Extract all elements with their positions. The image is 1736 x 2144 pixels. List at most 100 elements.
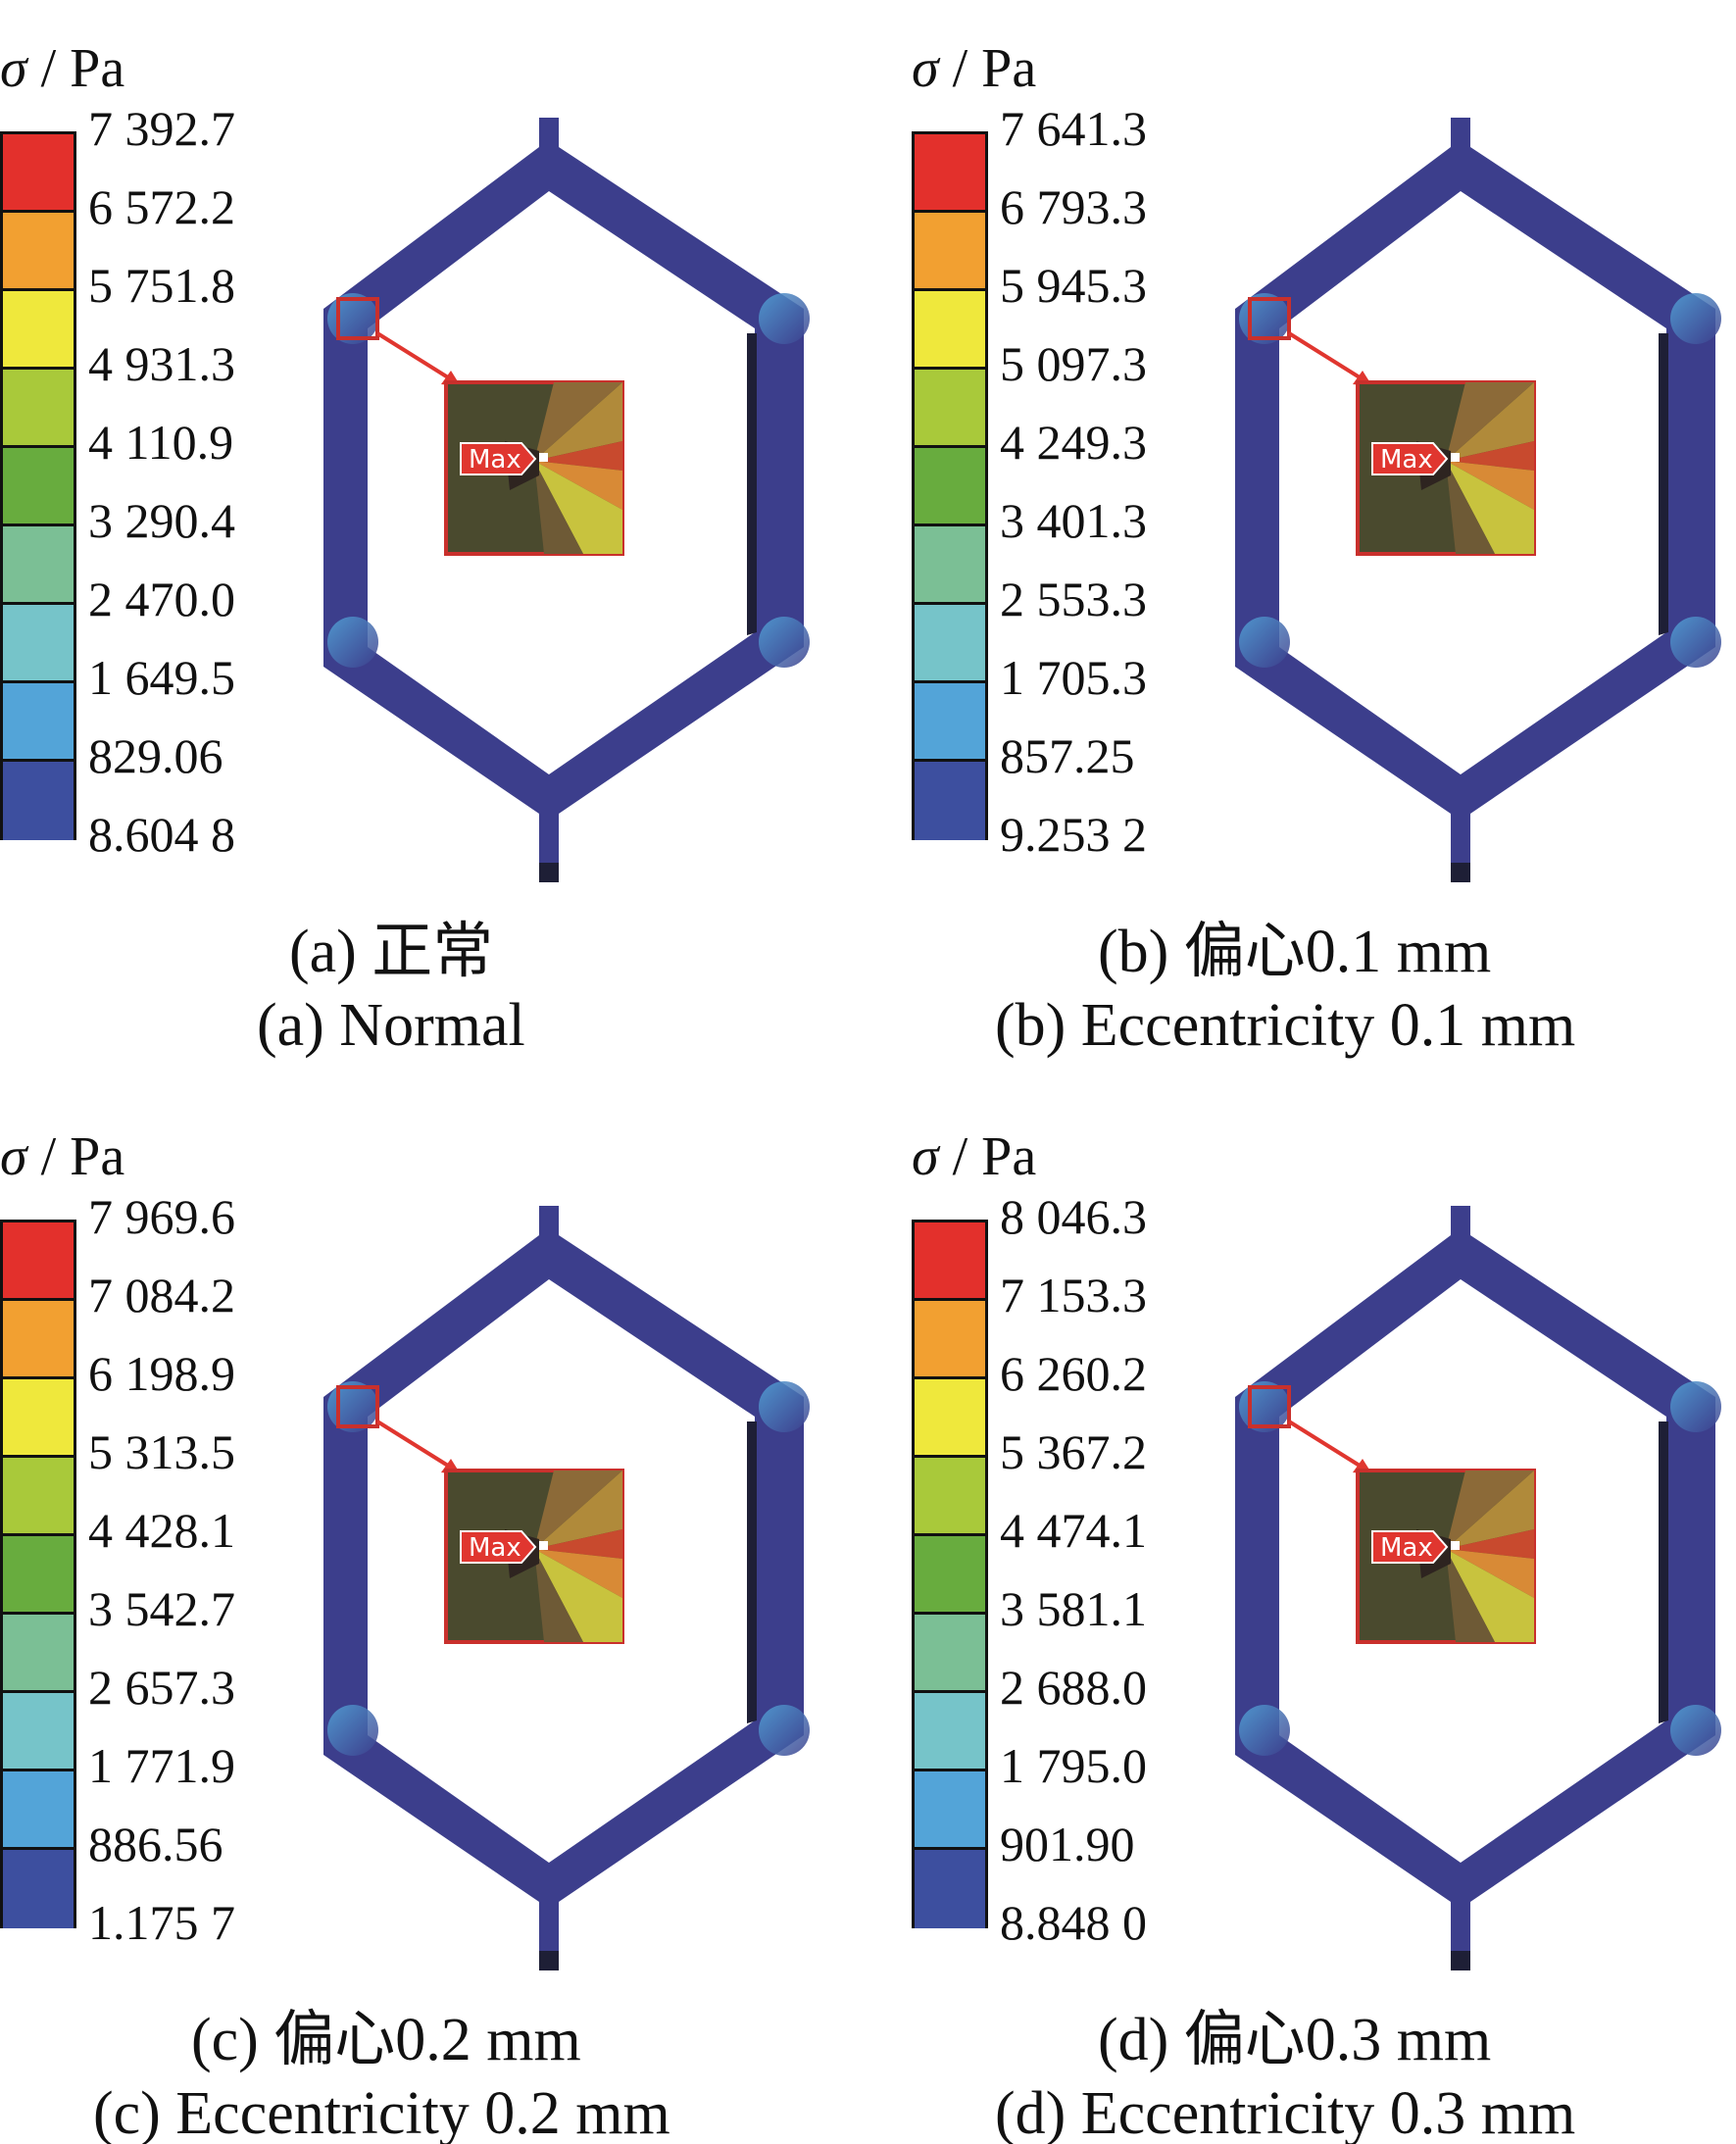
legend-value: 3 290.4 (88, 493, 235, 548)
max-badge (460, 442, 537, 475)
panel-b: σ / Pa 7 641.3 6 793.3 5 945.3 5 097.3 4 249… (912, 20, 1736, 1088)
legend-value: 5 313.5 (88, 1424, 235, 1479)
legend-value: 7 969.6 (88, 1189, 235, 1244)
legend-band (915, 448, 985, 526)
callout-arrow (375, 1420, 458, 1472)
legend-band (3, 1458, 74, 1536)
max-badge (460, 1530, 537, 1564)
legend-band (915, 605, 985, 683)
highlight-box (336, 1385, 379, 1428)
legend-value: 1 771.9 (88, 1738, 235, 1793)
legend-value: 2 553.3 (1000, 572, 1147, 626)
legend-value: 9.253 2 (1000, 807, 1147, 862)
unit-text: / Pa (26, 1126, 125, 1187)
legend-value: 2 470.0 (88, 572, 235, 626)
panel-d: σ / Pa 8 046.3 7 153.3 6 260.2 5 367.2 4 474… (912, 1108, 1736, 2144)
legend-band (915, 762, 985, 840)
legend-value: 4 110.9 (88, 415, 234, 470)
legend-value: 4 931.3 (88, 336, 235, 391)
panel-a: σ / Pa 7 392.7 6 572.2 5 751.8 4 931.3 4 110… (0, 20, 863, 1088)
legend-value: 6 572.2 (88, 179, 235, 234)
caption-cn: (a) 正常 (289, 919, 494, 985)
legend-band (3, 1536, 74, 1615)
frame-shadow (747, 333, 757, 635)
legend-value: 7 392.7 (88, 101, 235, 156)
callout-arrow (375, 331, 458, 384)
stress-hotspot (759, 1381, 810, 1432)
max-label: Max (1380, 445, 1433, 474)
legend-value: 6 260.2 (1000, 1346, 1147, 1401)
color-legend (912, 131, 988, 840)
caption-cn: (b) 偏心0.1 mm (1098, 919, 1492, 985)
stress-hotspot (1239, 617, 1290, 668)
frame-foot (1451, 1951, 1470, 1970)
color-legend (0, 131, 76, 840)
max-node-marker (1451, 453, 1460, 462)
unit-label: σ / Pa (912, 41, 1036, 96)
legend-value: 8.604 8 (88, 807, 235, 862)
legend-value: 5 367.2 (1000, 1424, 1147, 1479)
legend-band (3, 683, 74, 762)
legend-value: 1 795.0 (1000, 1738, 1147, 1793)
legend-value: 886.56 (88, 1817, 223, 1871)
legend-band (915, 291, 985, 370)
legend-band (915, 683, 985, 762)
legend-value: 1 649.5 (88, 650, 235, 705)
sigma-symbol: σ (0, 1126, 27, 1187)
zoom-region (1446, 1549, 1495, 1642)
stress-hotspot (1670, 617, 1721, 668)
legend-band (3, 1301, 74, 1379)
legend-band (3, 1379, 74, 1458)
sigma-symbol: σ (912, 38, 939, 99)
legend-band (915, 1536, 985, 1615)
legend-value: 7 084.2 (88, 1268, 235, 1322)
legend-band (3, 1850, 74, 1928)
color-legend (0, 1220, 76, 1928)
legend-value: 5 097.3 (1000, 336, 1147, 391)
max-badge (1371, 442, 1449, 475)
legend-value: 3 401.3 (1000, 493, 1147, 548)
zoom-region (534, 382, 622, 461)
max-badge (1371, 1530, 1449, 1564)
caption-cn: (d) 偏心0.3 mm (1098, 2007, 1492, 2073)
legend-band (3, 1615, 74, 1693)
legend-value: 4 428.1 (88, 1503, 235, 1558)
legend-band (915, 1693, 985, 1771)
zoom-region (534, 1549, 583, 1642)
legend-value: 1.175 7 (88, 1895, 235, 1950)
legend-value: 5 751.8 (88, 258, 235, 313)
sigma-symbol: σ (0, 38, 27, 99)
highlight-box (336, 297, 379, 340)
unit-label: σ / Pa (912, 1129, 1036, 1184)
legend-value: 4 474.1 (1000, 1503, 1147, 1558)
legend-band (915, 1222, 985, 1301)
zoom-region (1446, 1471, 1534, 1549)
legend-band (3, 1222, 74, 1301)
legend-band (915, 134, 985, 213)
stress-frame-diagram: Max (1235, 118, 1721, 882)
sigma-symbol: σ (912, 1126, 939, 1187)
unit-text: / Pa (26, 38, 125, 99)
legend-value: 8 046.3 (1000, 1189, 1147, 1244)
caption-en: (c) Eccentricity 0.2 mm (93, 2080, 670, 2144)
max-label: Max (1380, 1533, 1433, 1563)
legend-value: 1 705.3 (1000, 650, 1147, 705)
legend-value: 857.25 (1000, 728, 1135, 783)
caption-en: (a) Normal (257, 992, 525, 1059)
unit-text: / Pa (938, 1126, 1037, 1187)
stress-hotspot (759, 293, 810, 344)
max-node-marker (1451, 1541, 1460, 1550)
frame-shadow (1659, 333, 1668, 635)
legend-band (3, 1693, 74, 1771)
legend-value: 7 641.3 (1000, 101, 1147, 156)
max-node-marker (539, 453, 548, 462)
legend-band (3, 526, 74, 605)
legend-band (915, 1301, 985, 1379)
legend-band (3, 448, 74, 526)
legend-band (3, 213, 74, 291)
legend-value: 829.06 (88, 728, 223, 783)
zoom-region (534, 1549, 622, 1642)
legend-band (915, 526, 985, 605)
zoom-region (1446, 382, 1534, 461)
